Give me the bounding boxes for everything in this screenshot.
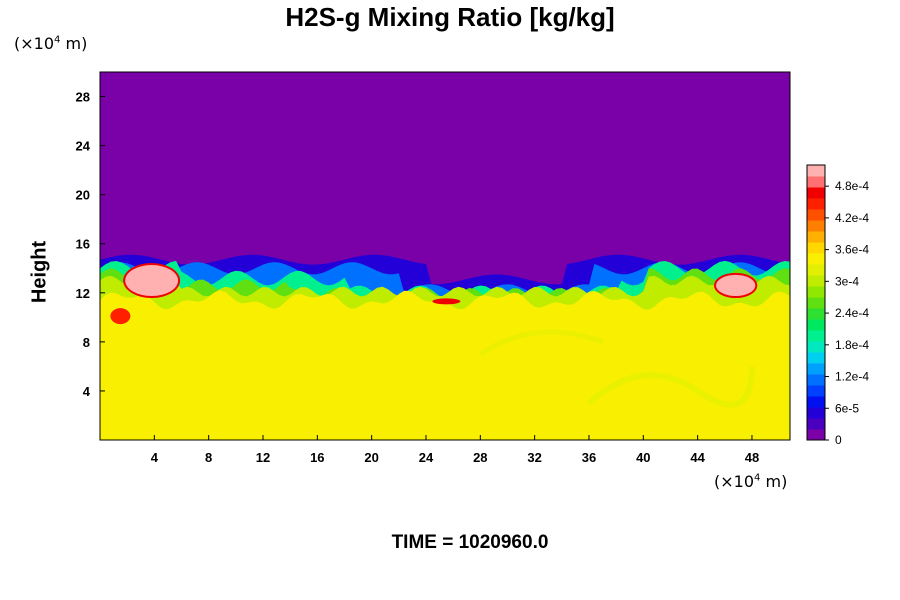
x-tick-label-16: 16 [310, 450, 324, 465]
colorbar-label-7: 4.2e-4 [835, 211, 869, 225]
x-tick-label-8: 8 [205, 450, 212, 465]
x-tick-label-32: 32 [527, 450, 541, 465]
colorbar-swatch-15 [807, 264, 825, 276]
colorbar-swatch-8 [807, 341, 825, 353]
hotspot-mid [432, 298, 461, 305]
colorbar-swatch-10 [807, 319, 825, 331]
y-tick-label-12: 12 [76, 286, 90, 301]
colorbar-swatch-9 [807, 330, 825, 342]
x-tick-label-12: 12 [256, 450, 270, 465]
colorbar-swatch-2 [807, 407, 825, 419]
y-tick-label-16: 16 [76, 237, 90, 252]
plot-frame [99, 71, 791, 441]
y-tick-label-24: 24 [76, 139, 91, 154]
colorbar-swatch-22 [807, 187, 825, 199]
colorbar-label-6: 3.6e-4 [835, 243, 869, 257]
x-tick-label-40: 40 [636, 450, 650, 465]
colorbar-swatch-12 [807, 297, 825, 309]
hotspot-left-low [110, 308, 131, 325]
x-tick-label-36: 36 [582, 450, 596, 465]
y-tick-label-4: 4 [83, 384, 91, 399]
x-tick-label-28: 28 [473, 450, 487, 465]
colorbar-swatch-24 [807, 165, 825, 177]
colorbar-swatch-13 [807, 286, 825, 298]
hotspot-right [718, 276, 754, 295]
field-swirl-2 [478, 329, 604, 357]
colorbar-swatch-18 [807, 231, 825, 243]
colorbar-swatch-14 [807, 275, 825, 287]
colorbar-swatch-11 [807, 308, 825, 320]
colorbar-label-0: 0 [835, 433, 842, 447]
y-tick-label-8: 8 [83, 335, 90, 350]
colorbar-swatch-5 [807, 374, 825, 386]
colorbar-swatch-17 [807, 242, 825, 254]
colorbar-label-1: 6e-5 [835, 401, 859, 415]
colorbar-frame [806, 164, 826, 441]
colorbar-swatch-21 [807, 198, 825, 210]
colorbar-label-2: 1.2e-4 [835, 370, 869, 384]
colorbar-label-4: 2.4e-4 [835, 306, 869, 320]
colorbar-swatch-1 [807, 418, 825, 430]
colorbar-swatch-20 [807, 209, 825, 221]
y-axis-unit: (×104 m) [14, 34, 88, 53]
field-lower-layer [100, 290, 790, 440]
y-tick-label-20: 20 [76, 188, 90, 203]
colorbar-swatch-4 [807, 385, 825, 397]
colorbar-label-3: 1.8e-4 [835, 338, 869, 352]
colorbar-swatch-6 [807, 363, 825, 375]
colorbar-swatch-16 [807, 253, 825, 265]
x-tick-label-4: 4 [151, 450, 159, 465]
time-label: TIME = 1020960.0 [391, 532, 549, 553]
chart-title: H2S-g Mixing Ratio [kg/kg] [285, 2, 615, 32]
colorbar-swatch-7 [807, 352, 825, 364]
x-tick-label-48: 48 [745, 450, 759, 465]
colorbar-swatch-0 [807, 429, 825, 441]
colorbar-swatch-23 [807, 176, 825, 188]
x-tick-label-20: 20 [364, 450, 378, 465]
field-swirl-1 [586, 366, 755, 408]
hotspot-left [127, 267, 177, 295]
x-tick-label-24: 24 [419, 450, 434, 465]
x-axis-unit: (×104 m) [714, 472, 788, 491]
colorbar-label-5: 3e-4 [835, 274, 859, 288]
x-tick-label-44: 44 [690, 450, 705, 465]
colorbar-label-8: 4.8e-4 [835, 179, 869, 193]
y-tick-label-28: 28 [76, 90, 90, 105]
colorbar-swatch-19 [807, 220, 825, 232]
colorbar-swatch-3 [807, 396, 825, 408]
